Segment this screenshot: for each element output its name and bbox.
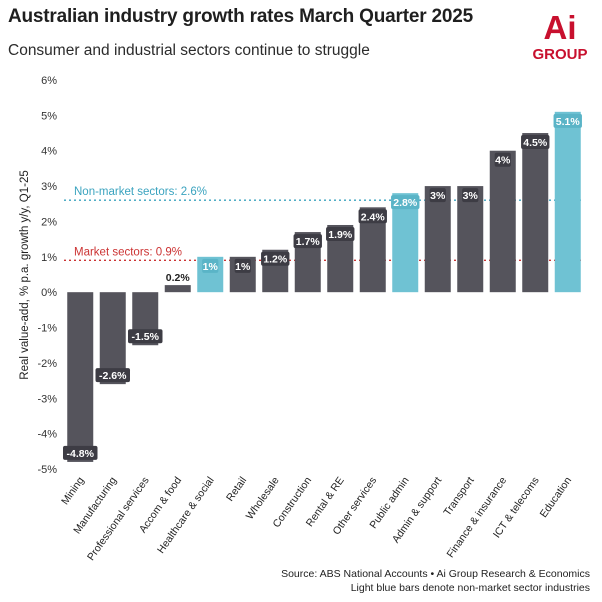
data-label-bg — [326, 226, 355, 241]
y-tick-label: -5% — [37, 464, 57, 476]
y-tick-label: 4% — [41, 146, 57, 158]
bar — [522, 133, 549, 293]
data-label-bg — [261, 251, 290, 266]
data-label: -4.8% — [67, 448, 95, 460]
source-line-1: Source: ABS National Accounts • Ai Group… — [281, 568, 590, 580]
non-market-sectors-label: Non-market sectors: 2.6% — [74, 186, 207, 198]
data-label: -2.6% — [99, 370, 127, 382]
source-note: Source: ABS National Accounts • Ai Group… — [281, 567, 590, 595]
data-label: 1% — [203, 261, 219, 273]
data-label-bg — [202, 258, 219, 273]
bar — [457, 186, 484, 293]
bar — [67, 292, 94, 462]
data-label-bg — [429, 188, 446, 203]
category-label: Retail — [224, 475, 249, 504]
data-label-bg — [63, 445, 98, 460]
data-label: 3% — [463, 190, 479, 202]
bar — [554, 111, 581, 293]
data-label: 4.5% — [523, 137, 548, 149]
category-label: Education — [538, 475, 575, 520]
data-label-bg — [462, 188, 479, 203]
y-tick-label: 6% — [41, 75, 57, 87]
data-label-bg — [358, 209, 387, 224]
y-tick-label: 3% — [41, 181, 57, 193]
data-label-bg — [234, 258, 251, 273]
category-label: Mining — [59, 475, 87, 507]
market-sectors-label: Market sectors: 0.9% — [74, 246, 182, 258]
y-tick-label: 0% — [41, 287, 57, 299]
data-label: 1% — [235, 261, 251, 273]
category-label: Transport — [441, 475, 476, 518]
data-label-bg — [293, 234, 322, 249]
data-label: 2.8% — [393, 197, 418, 209]
data-label-bg — [553, 113, 582, 128]
y-tick-label: -3% — [37, 393, 57, 405]
bar — [424, 186, 451, 293]
y-tick-label: -2% — [37, 358, 57, 370]
ai-group-logo: Ai GROUP — [532, 9, 587, 63]
data-label: 1.2% — [263, 254, 288, 266]
y-tick-label: 2% — [41, 216, 57, 228]
chart-title: Australian industry growth rates March Q… — [8, 6, 473, 27]
data-label: 2.4% — [361, 211, 386, 223]
y-axis-label: Real value-add, % p.a. growth y/y, Q1-25 — [19, 170, 31, 379]
data-label-bg — [391, 195, 420, 210]
bar — [489, 150, 516, 293]
category-label: Finance & insurance — [444, 475, 509, 560]
category-label: Healthcare & social — [155, 475, 217, 556]
bar — [164, 285, 191, 293]
y-tick-label: 1% — [41, 252, 57, 264]
data-label: 1.7% — [296, 236, 321, 248]
data-label-bg — [494, 152, 511, 167]
data-label: 5.1% — [556, 116, 581, 128]
logo-text-bottom: GROUP — [532, 46, 587, 63]
data-label: 4% — [495, 155, 511, 167]
data-label-bg — [521, 135, 550, 150]
logo-text-top: Ai — [544, 9, 577, 46]
data-label-bg — [128, 329, 163, 344]
data-label: 0.2% — [166, 272, 191, 284]
data-label: -1.5% — [132, 331, 160, 343]
source-line-2: Light blue bars denote non-market sector… — [350, 582, 590, 594]
y-tick-label: -1% — [37, 323, 57, 335]
bar — [392, 193, 419, 293]
data-label: 3% — [430, 190, 446, 202]
data-label-bg — [95, 368, 130, 383]
data-label: 1.9% — [328, 229, 353, 241]
chart-subtitle: Consumer and industrial sectors continue… — [8, 42, 370, 59]
y-tick-label: 5% — [41, 110, 57, 122]
category-label: Professional services — [85, 475, 152, 563]
y-tick-label: -4% — [37, 429, 57, 441]
